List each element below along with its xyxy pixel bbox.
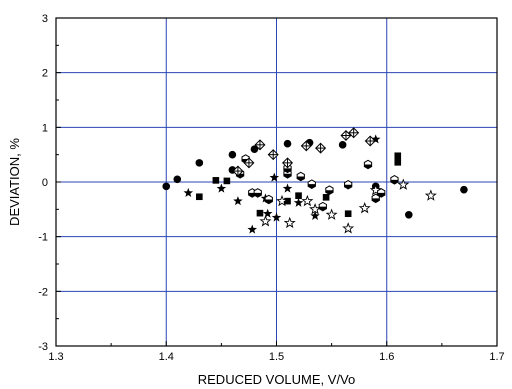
- data-point-filled-star: [271, 212, 282, 222]
- data-point-filled-circle: [338, 141, 347, 149]
- data-point-crossed-diamond: [254, 139, 266, 151]
- data-point-filled-square: [344, 210, 352, 218]
- data-point-open-star: [283, 216, 296, 229]
- x-tick-label: 1.4: [159, 351, 174, 363]
- data-point-open-star: [369, 183, 382, 196]
- data-point-open-star: [309, 203, 322, 215]
- data-point-half-hexagon: [318, 201, 327, 212]
- data-point-filled-star: [183, 187, 194, 197]
- data-point-open-star: [301, 194, 314, 207]
- x-tick-label: 1.7: [489, 351, 504, 363]
- data-point-crossed-diamond: [267, 149, 279, 161]
- data-point-filled-circle: [195, 159, 204, 167]
- data-point-filled-star: [370, 134, 381, 144]
- data-point-filled-star: [262, 208, 273, 218]
- data-point-filled-square: [394, 152, 402, 160]
- plot-frame: [55, 17, 498, 347]
- data-point-filled-circle: [283, 139, 292, 148]
- data-point-open-star: [276, 194, 288, 207]
- data-point-filled-star: [216, 183, 227, 193]
- grid-lines: [56, 18, 497, 346]
- data-point-half-hexagon: [363, 159, 373, 170]
- data-point-filled-square: [212, 177, 220, 184]
- data-point-filled-circle: [460, 185, 468, 194]
- data-point-filled-circle: [250, 145, 259, 153]
- data-point-filled-square: [196, 193, 203, 201]
- data-point-crossed-diamond: [282, 157, 294, 169]
- x-axis-title: REDUCED VOLUME, V/Vo: [198, 372, 356, 387]
- data-point-filled-square: [295, 192, 302, 199]
- x-tick-label: 1.3: [48, 351, 63, 363]
- y-tick-label: -2: [38, 286, 48, 298]
- data-point-half-hexagon: [296, 171, 305, 182]
- data-point-filled-square: [223, 177, 231, 185]
- data-point-half-hexagon: [390, 175, 399, 185]
- y-axis-title: DEVIATION, %: [7, 138, 22, 226]
- y-tick-label: 3: [42, 13, 48, 25]
- y-tick-label: 1: [42, 122, 48, 134]
- data-point-open-star: [358, 201, 371, 214]
- data-point-filled-circle: [162, 182, 171, 191]
- data-point-filled-star: [282, 183, 293, 193]
- data-point-crossed-diamond: [340, 130, 352, 142]
- data-point-open-star: [325, 208, 338, 220]
- tick-labels: 1.3 1.4 1.5 1.6 1.7 -3 -2 -1 0 1 2 3: [38, 13, 504, 363]
- data-point-filled-circle: [173, 175, 182, 184]
- data-point-crossed-diamond: [364, 135, 376, 147]
- data-point-filled-square: [256, 209, 264, 217]
- data-point-crossed-diamond: [232, 165, 244, 177]
- y-tick-label: 2: [42, 68, 48, 80]
- data-point-open-star: [342, 222, 355, 234]
- y-tick-label: 0: [42, 177, 48, 189]
- x-tick-label: 1.5: [269, 351, 284, 363]
- data-point-half-hexagon: [253, 188, 262, 198]
- data-point-crossed-diamond: [315, 142, 327, 154]
- data-point-filled-square: [394, 159, 402, 166]
- data-point-open-star: [397, 178, 410, 190]
- data-point-filled-star: [293, 197, 304, 207]
- data-point-open-star: [424, 189, 437, 201]
- data-point-filled-star: [269, 172, 280, 182]
- data-point-filled-star: [233, 196, 243, 206]
- data-point-filled-star: [247, 224, 257, 234]
- data-points: [162, 127, 468, 234]
- x-tick-label: 1.6: [379, 351, 394, 363]
- y-tick-label: -3: [38, 341, 48, 353]
- data-point-open-star: [259, 215, 272, 227]
- data-point-half-hexagon: [377, 188, 386, 198]
- data-point-half-hexagon: [344, 179, 353, 190]
- data-point-filled-circle: [228, 150, 237, 159]
- data-point-filled-square: [284, 197, 291, 205]
- data-point-half-hexagon: [325, 185, 334, 195]
- data-point-crossed-diamond: [348, 127, 360, 139]
- data-point-filled-square: [322, 194, 330, 201]
- data-point-crossed-diamond: [243, 157, 255, 169]
- data-point-filled-circle: [405, 211, 413, 219]
- data-point-filled-star: [310, 210, 320, 220]
- data-point-half-hexagon: [307, 179, 316, 189]
- data-point-half-hexagon: [264, 194, 273, 205]
- data-point-crossed-diamond: [300, 140, 312, 152]
- y-tick-label: -1: [38, 232, 48, 244]
